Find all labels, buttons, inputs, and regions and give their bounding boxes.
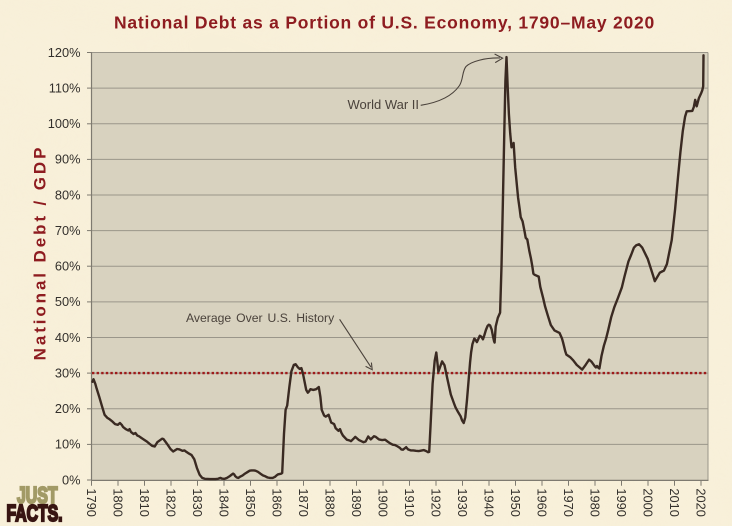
svg-text:1890: 1890 <box>349 488 364 516</box>
svg-text:1990: 1990 <box>614 488 629 516</box>
svg-text:30%: 30% <box>55 365 81 380</box>
svg-text:0%: 0% <box>62 472 81 487</box>
svg-text:1980: 1980 <box>587 488 602 516</box>
svg-text:1840: 1840 <box>216 488 231 516</box>
svg-text:1940: 1940 <box>481 488 496 516</box>
svg-text:40%: 40% <box>55 330 81 345</box>
svg-text:FACTS.: FACTS. <box>7 500 63 526</box>
svg-text:60%: 60% <box>55 259 81 274</box>
svg-text:100%: 100% <box>48 116 81 131</box>
svg-text:80%: 80% <box>55 187 81 202</box>
svg-text:Average Over U.S. History: Average Over U.S. History <box>186 311 335 325</box>
svg-text:1880: 1880 <box>322 488 337 516</box>
svg-text:90%: 90% <box>55 152 81 167</box>
svg-text:1870: 1870 <box>296 488 311 516</box>
svg-text:1920: 1920 <box>428 488 443 516</box>
svg-text:110%: 110% <box>49 80 81 95</box>
svg-text:1930: 1930 <box>455 488 470 516</box>
svg-text:National Debt / GDP: National Debt / GDP <box>31 145 50 361</box>
svg-text:1830: 1830 <box>190 488 205 516</box>
svg-text:50%: 50% <box>55 294 81 309</box>
svg-text:1820: 1820 <box>163 488 178 516</box>
svg-text:1850: 1850 <box>243 488 258 516</box>
svg-text:10%: 10% <box>55 437 81 452</box>
svg-text:1960: 1960 <box>534 488 549 516</box>
svg-text:1910: 1910 <box>402 488 417 516</box>
svg-text:120%: 120% <box>48 45 81 60</box>
svg-text:1810: 1810 <box>137 488 152 516</box>
svg-text:1800: 1800 <box>110 488 125 516</box>
svg-text:1950: 1950 <box>508 488 523 516</box>
svg-text:JUST: JUST <box>17 482 58 508</box>
svg-text:World War II: World War II <box>348 97 420 112</box>
svg-text:1790: 1790 <box>84 488 99 516</box>
svg-text:1900: 1900 <box>375 488 390 516</box>
svg-text:2010: 2010 <box>667 488 682 516</box>
svg-text:1860: 1860 <box>269 488 284 516</box>
svg-text:2000: 2000 <box>640 488 655 516</box>
svg-text:2020: 2020 <box>693 488 708 516</box>
svg-text:1970: 1970 <box>561 488 576 516</box>
svg-text:70%: 70% <box>55 223 81 238</box>
svg-text:National Debt as a Portion of: National Debt as a Portion of U.S. Econo… <box>114 13 655 33</box>
svg-text:20%: 20% <box>55 401 81 416</box>
